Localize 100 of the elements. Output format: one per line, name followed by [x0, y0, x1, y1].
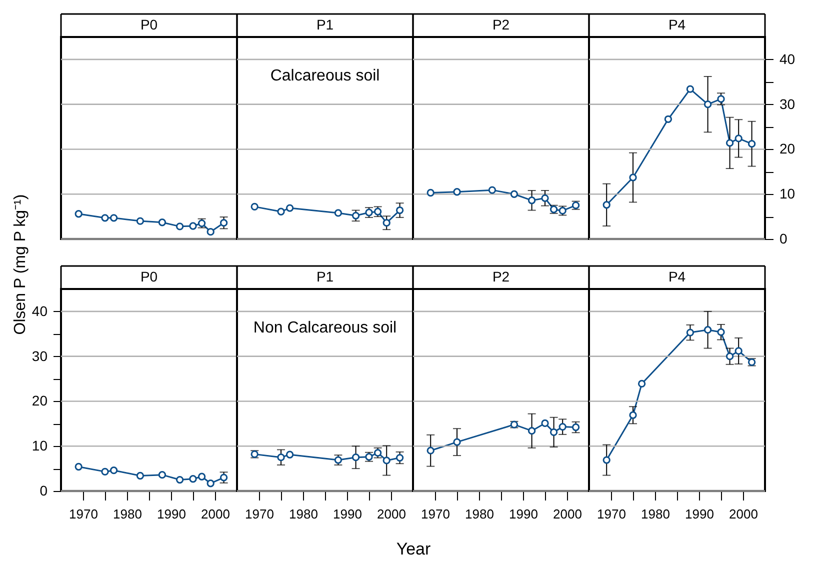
y-tick-label: 20 — [780, 140, 796, 157]
point — [748, 140, 756, 148]
y-tick-label: 0 — [780, 230, 788, 246]
point — [286, 204, 294, 212]
point — [396, 454, 404, 462]
point — [572, 423, 580, 432]
chart-title: P4 — [668, 16, 686, 32]
point — [629, 411, 637, 419]
annotation: Non Calcareous soil — [253, 319, 397, 336]
x-tick-label: 2000 — [201, 506, 230, 522]
point — [352, 454, 360, 462]
x-tick-label: 2000 — [553, 506, 582, 522]
x-tick-label: 1970 — [69, 506, 98, 522]
point — [734, 134, 742, 142]
point — [176, 222, 184, 230]
x-tick-label: 1990 — [509, 506, 538, 522]
point — [602, 201, 610, 209]
point — [602, 456, 610, 464]
point — [110, 214, 118, 222]
x-tick-label: 1980 — [641, 506, 670, 522]
x-tick-label: 1970 — [597, 506, 626, 522]
point — [453, 188, 461, 196]
point — [686, 85, 694, 93]
point — [206, 228, 214, 236]
point — [352, 212, 360, 220]
point — [550, 428, 558, 436]
x-tick-label: 1970 — [245, 506, 274, 522]
point — [277, 208, 285, 216]
point — [158, 218, 166, 226]
chart-title: P2 — [492, 268, 510, 284]
point — [198, 472, 206, 480]
point — [110, 466, 118, 474]
point — [286, 450, 294, 458]
point — [629, 174, 637, 182]
x-tick-label: 1990 — [333, 506, 362, 522]
point — [528, 427, 536, 435]
point — [334, 209, 342, 217]
chart-title: P4 — [668, 268, 686, 284]
point — [101, 214, 109, 222]
point — [726, 139, 734, 147]
y-tick-label: 20 — [32, 392, 48, 409]
point — [664, 115, 672, 123]
x-axis-title: Year — [396, 540, 432, 558]
point — [726, 352, 734, 360]
point — [176, 476, 184, 484]
point — [382, 219, 390, 227]
point — [453, 438, 461, 446]
x-tick-label: 1980 — [113, 506, 142, 522]
point — [220, 219, 228, 227]
x-tick-label: 1980 — [465, 506, 494, 522]
point — [426, 188, 434, 197]
x-tick-label: 2000 — [377, 506, 406, 522]
x-tick-label: 1980 — [289, 506, 318, 522]
point — [189, 475, 197, 483]
point — [74, 462, 82, 471]
point — [717, 95, 725, 103]
point — [541, 194, 549, 202]
point — [189, 222, 197, 230]
point — [528, 196, 536, 204]
point — [382, 456, 390, 464]
x-tick-label: 2000 — [729, 506, 758, 522]
point — [250, 202, 258, 211]
y-tick-label: 0 — [40, 482, 48, 498]
point — [374, 208, 382, 216]
point — [686, 328, 694, 336]
point — [74, 210, 82, 218]
point — [136, 472, 144, 480]
point — [206, 480, 214, 488]
point — [734, 347, 742, 355]
point — [426, 446, 434, 454]
point — [510, 190, 518, 198]
point — [158, 471, 166, 479]
y-axis-title: Olsen P (mg P kg⁻¹) — [12, 194, 29, 335]
y-tick-label: 30 — [780, 96, 796, 112]
point — [541, 419, 549, 428]
chart-title: P0 — [140, 16, 158, 32]
annotation: Calcareous soil — [270, 67, 380, 84]
y-tick-label: 10 — [780, 186, 796, 202]
x-tick-label: 1970 — [421, 506, 450, 522]
y-tick-label: 10 — [32, 438, 48, 454]
point — [220, 474, 228, 482]
y-tick-label: 30 — [32, 348, 48, 364]
point — [704, 326, 712, 334]
point — [396, 206, 404, 214]
point — [488, 186, 496, 194]
chart-title: P1 — [316, 268, 334, 284]
point — [101, 468, 109, 476]
point — [717, 328, 725, 336]
point — [277, 454, 285, 462]
x-tick-label: 1990 — [157, 506, 186, 522]
point — [136, 217, 144, 225]
point — [374, 449, 382, 457]
y-tick-label: 40 — [32, 302, 48, 319]
point — [558, 422, 566, 431]
chart-title: P1 — [316, 16, 334, 32]
chart-title: P0 — [140, 268, 158, 284]
x-tick-label: 1990 — [685, 506, 714, 522]
y-tick-label: 40 — [780, 50, 796, 67]
chart-title: P2 — [492, 16, 510, 32]
point — [638, 380, 646, 388]
